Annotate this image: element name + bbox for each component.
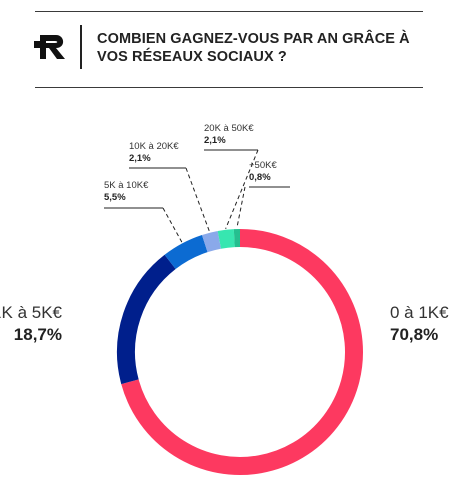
chart-title: COMBIEN GAGNEZ-VOUS PAR AN GRÂCE À VOS R… <box>97 31 410 65</box>
slice-1k-a-5keur <box>117 254 176 385</box>
slice-5k-a-10keur <box>164 235 208 270</box>
callout-label-5k-a-10keur: 5K à 10K€ <box>104 180 149 191</box>
leader-plus-50keur <box>236 186 246 229</box>
slice-0-a-1keur <box>121 229 363 475</box>
callout-label-plus-50keur: +50K€ <box>249 160 277 171</box>
callout-value-20k-a-50keur: 2,1% <box>204 135 226 146</box>
leader-10k-a-20keur <box>185 167 211 232</box>
callout-value-10k-a-20keur: 2,1% <box>129 153 151 164</box>
slice-10k-a-20keur <box>201 231 222 253</box>
label-0-a-1keur: 0 à 1K€ <box>390 303 449 322</box>
donut-slices <box>117 228 363 475</box>
callout-label-10k-a-20keur: 10K à 20K€ <box>129 141 179 152</box>
bottom-rule <box>35 87 423 88</box>
callout-value-5k-a-10keur: 5,5% <box>104 192 126 203</box>
leader-5k-a-10keur <box>162 207 183 243</box>
slice-labels: 0 à 1K€ 70,8% 1K à 5K€ 18,7% 5K à 10K€5,5% 10… <box>0 123 449 344</box>
callout-value-plus-50keur: 0,8% <box>249 172 271 183</box>
leader-20k-a-50keur <box>225 149 259 230</box>
slice-20k-a-50keur <box>217 229 235 249</box>
brand-logo <box>34 35 65 59</box>
title-divider <box>80 25 82 69</box>
leader-lines <box>104 149 290 243</box>
label-1k-a-5keur: 1K à 5K€ <box>0 303 63 322</box>
callout-label-20k-a-50keur: 20K à 50K€ <box>204 123 254 134</box>
top-rule <box>35 11 423 12</box>
value-0-a-1keur: 70,8% <box>390 325 438 344</box>
value-1k-a-5keur: 18,7% <box>14 325 62 344</box>
